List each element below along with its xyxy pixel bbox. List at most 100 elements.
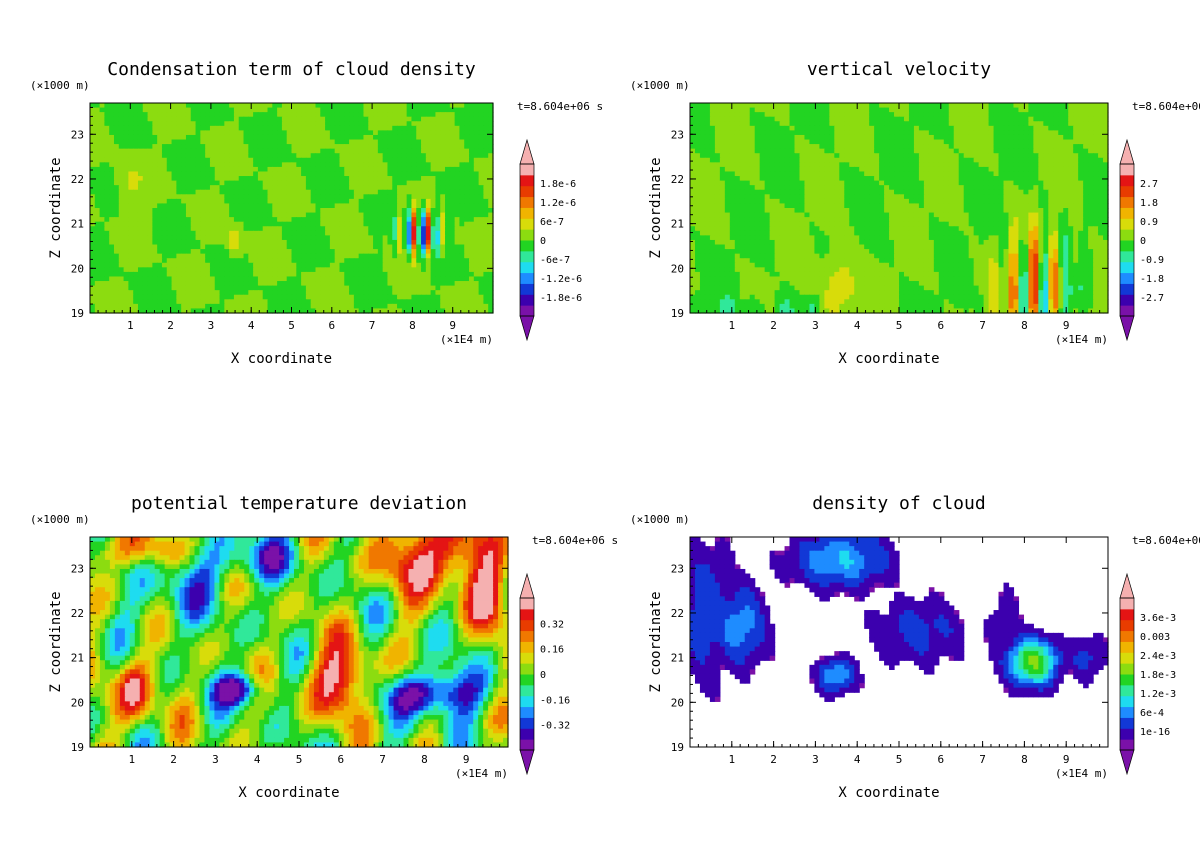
field-cell: [90, 157, 96, 163]
field-cell: [908, 139, 915, 145]
field-cell: [281, 176, 288, 182]
field-cell: [277, 130, 283, 136]
field-cell: [181, 103, 187, 109]
field-cell: [1033, 144, 1039, 150]
field-cell: [253, 253, 259, 259]
field-cell: [824, 121, 830, 127]
field-cell: [161, 239, 168, 246]
field-cell: [406, 139, 413, 145]
field-cell: [406, 267, 413, 273]
field-cell: [406, 239, 413, 246]
field-cell: [320, 153, 326, 159]
field-cell: [224, 299, 230, 305]
field-cell: [724, 153, 731, 159]
field-cell: [397, 166, 403, 173]
field-cell: [142, 148, 149, 154]
field-cell: [133, 303, 139, 310]
field-cell: [301, 308, 307, 314]
field-cell: [238, 139, 245, 145]
field-cell: [90, 303, 96, 310]
field-cell: [933, 125, 940, 131]
field-cell: [325, 189, 331, 195]
field-cells: [690, 103, 1109, 314]
field-cell: [205, 153, 211, 159]
field-cell: [325, 157, 331, 163]
field-cell: [469, 107, 475, 113]
field-cell: [176, 107, 182, 113]
field-cell: [440, 262, 446, 268]
field-cell: [804, 107, 811, 113]
field-cell: [425, 144, 432, 150]
field-cell: [253, 130, 259, 136]
field-cell: [219, 139, 225, 145]
field-cell: [454, 130, 461, 136]
field-cell: [157, 203, 163, 209]
field-cell: [459, 276, 465, 282]
field-cell: [411, 162, 417, 168]
field-cell: [382, 134, 389, 141]
field-cell: [334, 267, 341, 273]
field-cell: [219, 281, 225, 287]
field-cell: [329, 162, 336, 168]
field-cell: [363, 103, 369, 109]
field-cell: [339, 166, 345, 173]
field-cell: [694, 125, 701, 131]
field-cell: [377, 217, 384, 223]
field-cell: [277, 258, 283, 264]
field-cell: [445, 253, 451, 259]
field-cell: [834, 134, 840, 141]
field-cell: [789, 125, 796, 131]
field-cell: [488, 303, 494, 310]
field-cell: [894, 121, 900, 127]
field-cell: [325, 130, 331, 136]
field-cell: [229, 262, 235, 268]
field-cell: [373, 303, 379, 310]
field-cell: [449, 221, 456, 227]
field-cell: [190, 157, 197, 163]
field-cell: [464, 166, 470, 173]
field-cell: [344, 239, 350, 246]
field-cell: [353, 208, 360, 214]
field-cell: [349, 281, 355, 287]
field-cell: [401, 303, 408, 310]
field-cell: [123, 171, 129, 177]
field-cell: [104, 157, 110, 163]
field-cell: [305, 244, 312, 250]
field-cell: [262, 162, 269, 168]
field-cell: [315, 230, 321, 236]
field-cell: [90, 125, 96, 131]
field-cell: [784, 148, 791, 154]
field-cell: [248, 267, 254, 273]
field-cell: [277, 153, 283, 159]
field-cell: [478, 194, 485, 200]
field-cell: [973, 144, 980, 150]
field-cell: [363, 281, 369, 287]
field-cell: [754, 107, 761, 113]
field-cell: [382, 267, 389, 273]
field-cell: [137, 157, 144, 163]
field-cell: [943, 112, 950, 118]
field-cell: [205, 244, 211, 250]
field-cell: [908, 121, 915, 127]
field-cell: [349, 294, 355, 300]
field-cell: [358, 112, 365, 118]
field-cell: [339, 303, 345, 310]
field-cell: [368, 157, 374, 163]
field-cell: [784, 144, 791, 150]
field-cell: [938, 139, 945, 145]
field-cell: [104, 239, 110, 246]
field-cell: [844, 134, 850, 141]
field-cell: [185, 166, 192, 173]
field-cell: [739, 112, 746, 118]
field-cell: [469, 226, 475, 232]
field-cell: [968, 116, 975, 122]
field-cell: [123, 153, 129, 159]
field-cell: [257, 262, 264, 268]
field-cell: [262, 144, 269, 150]
field-cell: [358, 285, 365, 291]
field-cell: [392, 153, 398, 159]
field-cell: [200, 217, 206, 223]
field-cell: [238, 198, 245, 205]
field-cell: [879, 139, 885, 145]
field-cell: [104, 198, 110, 205]
